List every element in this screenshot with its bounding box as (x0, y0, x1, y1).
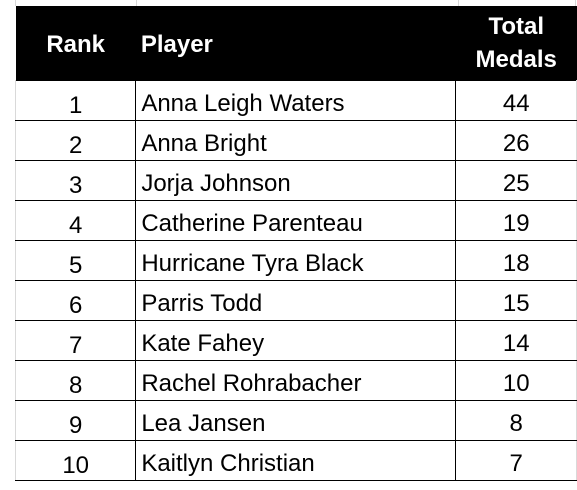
table-row: 4 Catherine Parenteau 19 (14, 200, 577, 241)
table-row: 2 Anna Bright 26 (14, 120, 577, 161)
table-body: 1 Anna Leigh Waters 44 2 Anna Bright 26 … (14, 80, 577, 481)
rank-cell[interactable]: 2 (14, 120, 137, 161)
player-cell[interactable]: Hurricane Tyra Black (135, 240, 457, 281)
rank-header[interactable]: Rank (15, 6, 136, 81)
table-row: 6 Parris Todd 15 (14, 280, 577, 321)
player-cell[interactable]: Rachel Rohrabacher (135, 360, 457, 401)
medals-cell[interactable]: 18 (455, 240, 577, 281)
medals-cell[interactable]: 8 (455, 400, 577, 441)
table-row: 3 Jorja Johnson 25 (14, 160, 577, 201)
player-cell[interactable]: Parris Todd (135, 280, 457, 321)
medals-cell[interactable]: 7 (455, 440, 577, 481)
medals-cell[interactable]: 14 (455, 320, 577, 361)
player-cell[interactable]: Lea Jansen (135, 400, 457, 441)
player-cell[interactable]: Anna Leigh Waters (135, 80, 457, 121)
table-row: 5 Hurricane Tyra Black 18 (14, 240, 577, 281)
rank-cell[interactable]: 1 (14, 80, 137, 121)
table-row: 7 Kate Fahey 14 (14, 320, 577, 361)
table-row: 1 Anna Leigh Waters 44 (14, 80, 577, 121)
rank-cell[interactable]: 8 (14, 360, 137, 401)
player-cell[interactable]: Kaitlyn Christian (135, 440, 457, 481)
medals-cell[interactable]: 19 (455, 200, 577, 241)
sheet-gridline (575, 0, 576, 6)
sheet-gridline (458, 0, 459, 6)
medals-table: Rank Player Total Medals 1 Anna Leigh Wat… (14, 6, 577, 481)
rank-cell[interactable]: 4 (14, 200, 137, 241)
total-medals-header-line2: Medals (475, 46, 557, 73)
sheet-gridline (15, 0, 16, 6)
player-cell[interactable]: Jorja Johnson (135, 160, 457, 201)
rank-cell[interactable]: 5 (14, 240, 137, 281)
table-header: Rank Player Total Medals (15, 6, 577, 81)
medals-cell[interactable]: 44 (455, 80, 577, 121)
player-header[interactable]: Player (135, 6, 456, 81)
total-medals-header[interactable]: Total Medals (455, 6, 577, 81)
medals-cell[interactable]: 25 (455, 160, 577, 201)
rank-cell[interactable]: 9 (14, 400, 137, 441)
rank-cell[interactable]: 3 (14, 160, 137, 201)
rank-cell[interactable]: 6 (14, 280, 137, 321)
table-row: 9 Lea Jansen 8 (14, 400, 577, 441)
medals-cell[interactable]: 10 (455, 360, 577, 401)
rank-cell[interactable]: 7 (14, 320, 137, 361)
medals-cell[interactable]: 26 (455, 120, 577, 161)
player-cell[interactable]: Kate Fahey (135, 320, 457, 361)
sheet-gridline (136, 0, 137, 6)
medals-cell[interactable]: 15 (455, 280, 577, 321)
table-row: 10 Kaitlyn Christian 7 (14, 440, 577, 481)
table-row: 8 Rachel Rohrabacher 10 (14, 360, 577, 401)
header-row: Rank Player Total Medals (15, 6, 577, 81)
total-medals-header-line1: Total (488, 13, 544, 40)
player-cell[interactable]: Anna Bright (135, 120, 457, 161)
rank-cell[interactable]: 10 (14, 440, 137, 481)
player-cell[interactable]: Catherine Parenteau (135, 200, 457, 241)
